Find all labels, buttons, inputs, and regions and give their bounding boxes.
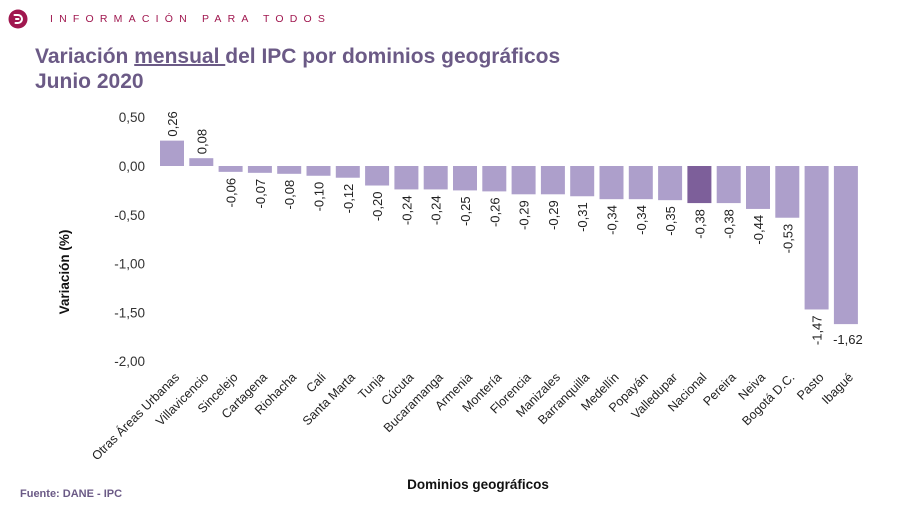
value-label: 0,26	[165, 111, 180, 136]
bar-sincelejo	[218, 166, 243, 172]
value-label: -0,29	[546, 200, 561, 230]
bar-armenia	[453, 166, 477, 191]
bar-cali	[306, 166, 331, 176]
title-suffix: del IPC por dominios geográficos	[225, 45, 561, 68]
y-tick-label: 0,00	[119, 159, 145, 174]
y-axis-title: Variación (%)	[57, 230, 72, 315]
value-label: -0,44	[751, 215, 766, 245]
bar-otras-áreas-urbanas	[160, 140, 184, 166]
value-label: -0,10	[312, 182, 327, 212]
bar-florencia	[511, 166, 536, 195]
title-prefix: Variación	[35, 45, 135, 68]
bar-medellín	[599, 166, 624, 200]
title-date: Junio 2020	[35, 70, 144, 93]
value-label: 0,08	[194, 129, 209, 154]
bar-montería	[482, 166, 507, 192]
bar-valledupar	[658, 166, 683, 201]
value-label: -0,53	[780, 224, 795, 254]
bar-nacional	[687, 166, 712, 204]
title-underlined: mensual	[134, 45, 226, 68]
bar-barranquilla	[570, 166, 595, 197]
value-label: -0,07	[253, 179, 268, 209]
bar-cúcuta	[394, 166, 419, 190]
bar-bucaramanga	[423, 166, 448, 190]
y-tick-label: -0,50	[114, 208, 145, 223]
value-label: -0,24	[429, 195, 444, 225]
value-label: -0,20	[370, 192, 385, 222]
bar-pasto	[804, 166, 829, 310]
brand-header: INFORMACIÓN PARA TODOS	[8, 9, 331, 29]
bar-ibagué	[833, 166, 858, 325]
x-tick-label: Cali	[303, 370, 328, 395]
bar-popayán	[628, 166, 653, 200]
value-label: -0,29	[517, 200, 532, 230]
value-label: -0,26	[487, 197, 502, 227]
value-label: -1,47	[810, 315, 825, 345]
bar-cartagena	[247, 166, 272, 173]
y-tick-label: -2,00	[114, 354, 145, 369]
value-label: -0,38	[692, 209, 707, 239]
dane-logo-icon	[8, 9, 28, 29]
y-axis: 0,50 0,00 -0,50 -1,00 -1,50 -2,00	[114, 110, 145, 369]
bar-pereira	[716, 166, 741, 204]
bar-bogotá-d-c-	[775, 166, 800, 218]
value-label: -0,06	[224, 178, 239, 208]
y-tick-label: -1,00	[114, 257, 145, 272]
value-label: -0,35	[663, 206, 678, 236]
bar-tunja	[365, 166, 390, 186]
tagline: INFORMACIÓN PARA TODOS	[50, 13, 332, 25]
value-label: -0,12	[341, 184, 356, 214]
source-note: Fuente: DANE - IPC	[20, 488, 123, 500]
bar-riohacha	[277, 166, 302, 174]
value-label: -0,24	[399, 195, 414, 225]
bars	[160, 140, 858, 325]
value-label: -0,25	[458, 196, 473, 226]
x-tick-label: Ibagué	[819, 370, 856, 407]
bar-villavicencio	[189, 158, 214, 166]
y-tick-label: -1,50	[114, 305, 145, 320]
value-label: -0,08	[282, 180, 297, 210]
x-axis: Otras Áreas UrbanasVillavicencioSincelej…	[88, 370, 856, 464]
y-tick-label: 0,50	[119, 110, 145, 125]
value-label: -0,38	[722, 209, 737, 239]
value-label: -0,34	[605, 205, 620, 235]
bar-santa-marta	[335, 166, 360, 178]
x-axis-title: Dominios geográficos	[407, 477, 549, 492]
bar-neiva	[746, 166, 770, 209]
x-tick-label: Santa Marta	[300, 370, 358, 428]
value-label: -0,34	[634, 205, 649, 235]
value-labels: 0,26 0,08 -0,06 -0,07 -0,08 -0,10 -0,12 -0,20 -0…	[165, 111, 863, 347]
x-tick-label: Pereira	[700, 370, 738, 408]
bar-manizales	[540, 166, 565, 195]
value-label: -1,62	[833, 332, 863, 347]
value-label: -0,31	[575, 202, 590, 232]
chart-title: Variación mensual del IPC por dominios g…	[35, 44, 560, 94]
